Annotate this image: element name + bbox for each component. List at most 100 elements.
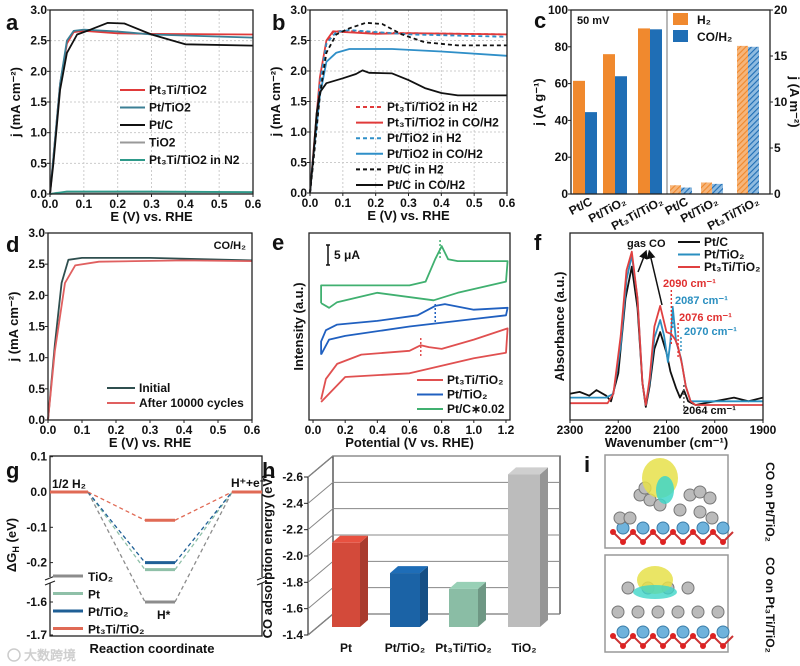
bar — [449, 588, 478, 627]
bar-side — [478, 581, 486, 627]
o-atom — [700, 643, 706, 649]
x-axis-label: E (V) vs. RHE — [109, 435, 192, 450]
legend-label: Pt₃Ti/TiO2 — [149, 83, 207, 97]
y-tick-label-right: 15 — [774, 49, 788, 63]
o-atom — [620, 539, 626, 545]
legend-label: Pt/C in CO/H2 — [387, 178, 465, 192]
arrow-icon — [637, 249, 648, 273]
y-tick-label: 1.5 — [290, 95, 307, 109]
pt-atom — [651, 605, 665, 619]
y-tick-label: 0.1 — [30, 450, 47, 464]
ti-atom — [696, 625, 710, 639]
ti-atom — [636, 521, 650, 535]
o-atom — [640, 643, 646, 649]
y-axis-label: j (mA cm⁻²) — [8, 67, 23, 138]
bar-hatched — [670, 185, 681, 194]
legend-label: Pt₃Ti/TiO₂ — [447, 373, 503, 387]
y-tick-label: 2.5 — [30, 34, 47, 48]
y-tick-label: 1.5 — [30, 95, 47, 109]
legend-label: Pt₃Ti/TiO2 in CO/H2 — [387, 116, 499, 130]
peak-annotation: 2076 cm⁻¹ — [679, 312, 732, 324]
bar — [650, 29, 662, 194]
y-tick-label: 2.5 — [28, 257, 45, 271]
x-tick-label: 0.6 — [401, 423, 418, 437]
legend-label: Pt/TiO2 in H2 — [387, 131, 462, 145]
panel-letter: a — [6, 10, 19, 35]
y-tick-label: -1.8 — [282, 575, 303, 589]
x-tick-label: 0.5 — [210, 423, 227, 437]
y-tick-label: 2.0 — [290, 64, 307, 78]
scale-bar — [326, 244, 330, 266]
pt-atom — [671, 605, 685, 619]
panel-c: 02040608010005101520Pt/CPt/TiO₂Pt₃Ti/TiO… — [531, 3, 800, 233]
y-tick-label: 0.0 — [30, 187, 47, 201]
x-tick-label: 0.0 — [302, 196, 319, 210]
pt-atom — [681, 581, 695, 595]
bar — [508, 474, 540, 627]
y-tick-label: 2.0 — [30, 64, 47, 78]
legend-label: Pt/TiO₂ — [88, 605, 128, 619]
x-tick-label: 0.0 — [42, 197, 59, 211]
gridline — [307, 481, 560, 504]
plot-frame — [49, 455, 263, 637]
x-tick-label: 0.2 — [367, 196, 384, 210]
bar-top — [449, 581, 486, 589]
x-tick-label: 0.4 — [176, 423, 193, 437]
series-line — [570, 250, 763, 406]
pt-atom — [673, 503, 687, 517]
y-tick-label: 20 — [555, 150, 569, 164]
x-tick-label: 2200 — [605, 423, 632, 437]
scale-bar-label: 5 μA — [334, 248, 360, 262]
bar-side — [360, 535, 368, 627]
y-axis-label: CO adsorption energy (eV) — [260, 474, 275, 639]
y-axis-label-sub: H — [11, 546, 21, 553]
bar-hatched — [737, 45, 748, 194]
panel-e: 0.0 0.2 0.4 0.6 0.8 1.0 1.2 Potential (V vs. RH… — [291, 232, 515, 450]
y-tick-label: 1.0 — [290, 125, 307, 139]
legend-label: Pt₃Ti/TiO₂ — [88, 623, 144, 637]
legend-label: TiO₂ — [88, 570, 113, 584]
panel-b: 0.0 0.1 0.2 0.3 0.4 0.5 0.6 0.0 0.5 1.0 1.5 2.0 2.5 3… — [268, 3, 516, 223]
o-atom — [640, 539, 646, 545]
x-tick-label: 2300 — [557, 423, 584, 437]
state-label: 1/2 H₂ — [52, 477, 86, 491]
legend-label: Pt/C — [704, 235, 728, 249]
gridline — [307, 508, 560, 531]
panel-h: -2.6 -2.4 -2.2 -2.0 -1.8 -1.6 -1.4 Pt Pt/TiO₂ Pt₃… — [260, 455, 561, 655]
x-tick-label: 2100 — [653, 423, 680, 437]
o-atom — [660, 643, 666, 649]
x-tick-label: 0.5 — [466, 196, 483, 210]
o-atom — [690, 529, 696, 535]
y-tick-label: -2.2 — [282, 523, 303, 537]
x-axis-label: Potential (V vs. RHE) — [345, 435, 474, 450]
o-atom — [700, 539, 706, 545]
x-tick-label: 1.2 — [498, 423, 515, 437]
y-axis-label: Intensity (a.u.) — [291, 282, 306, 370]
x-tick-label: 0.2 — [337, 423, 354, 437]
y-axis-label: Absorbance (a.u.) — [552, 272, 567, 382]
x-axis-label: E (V) vs. RHE — [367, 208, 450, 223]
y-tick-label-right: 10 — [774, 95, 788, 109]
y-tick-label: 0.5 — [30, 156, 47, 170]
bar-top — [390, 566, 428, 574]
y-tick-label: -2.6 — [282, 470, 303, 484]
bar — [638, 28, 650, 195]
y-axis-label-main: ΔG — [4, 553, 19, 572]
o-atom — [630, 633, 636, 639]
axis-break-mark — [256, 575, 268, 586]
y-tick-label-right: 20 — [774, 3, 788, 17]
o-atom — [620, 643, 626, 649]
structure-label: CO on Pt/TiO₂ — [763, 462, 777, 542]
legend-label: H₂ — [697, 13, 711, 27]
legend-label: Pt/TiO₂ — [447, 388, 487, 402]
series-line — [309, 69, 507, 194]
legend-swatch — [673, 30, 688, 42]
legend-label: Pt/TiO2 — [149, 101, 191, 115]
pt-atom — [631, 605, 645, 619]
pt-atom — [611, 605, 625, 619]
y-tick-label: 80 — [555, 40, 569, 54]
x-tick-label: 0.3 — [143, 197, 160, 211]
bar — [390, 573, 420, 627]
y-tick-label: 40 — [555, 113, 569, 127]
